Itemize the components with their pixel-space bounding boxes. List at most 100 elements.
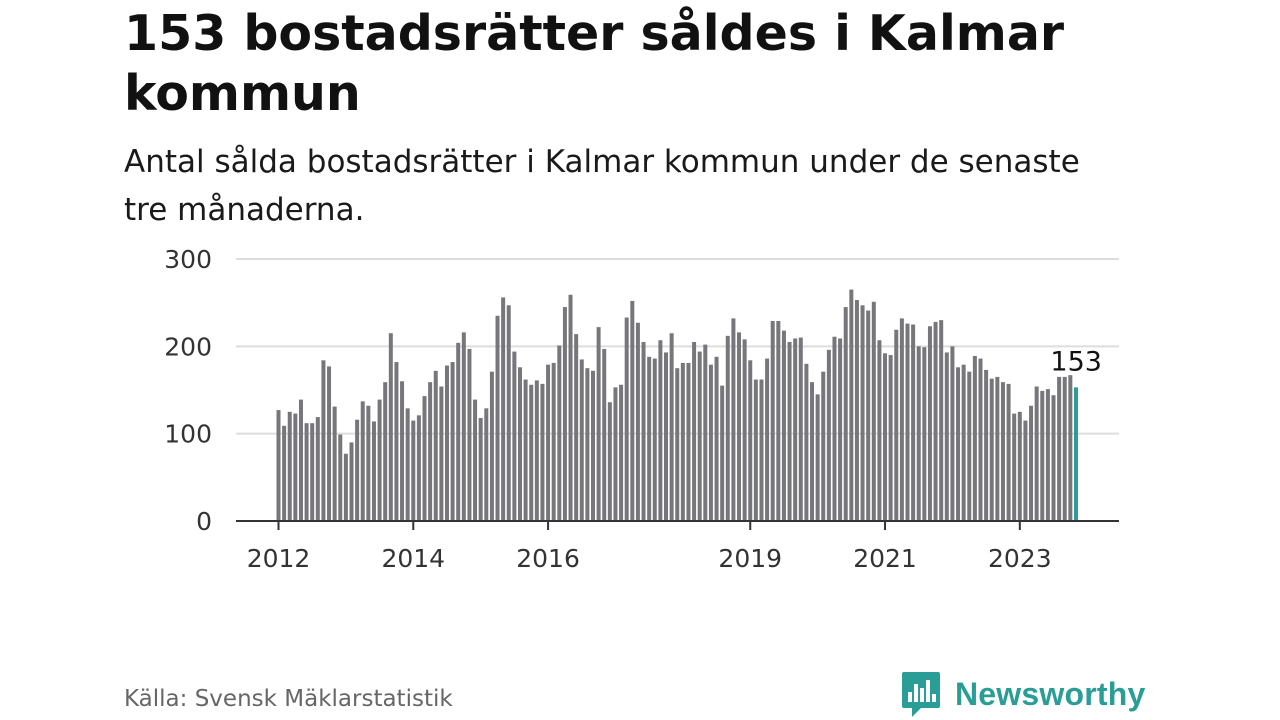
bar: [765, 358, 770, 521]
brand-name: Newsworthy: [955, 675, 1146, 712]
x-tick-label: 2016: [516, 544, 580, 573]
bar: [922, 347, 927, 521]
bar: [523, 379, 528, 521]
bar: [1006, 383, 1011, 521]
y-tick-label: 0: [196, 507, 212, 536]
bar: [843, 307, 848, 521]
bar: [978, 358, 983, 521]
bar: [832, 336, 837, 521]
bar: [1051, 395, 1056, 521]
bar: [742, 339, 747, 521]
bar: [1040, 390, 1045, 521]
bar: [787, 341, 792, 521]
bar: [512, 351, 517, 521]
bar: [484, 408, 489, 521]
bar: [473, 399, 478, 521]
bar: [1017, 411, 1022, 521]
bar: [287, 411, 292, 521]
bar: [276, 410, 281, 521]
bar: [759, 379, 764, 521]
bar: [692, 341, 697, 521]
bar: [540, 383, 545, 521]
bar: [478, 417, 483, 521]
bar: [394, 362, 399, 521]
bar: [877, 340, 882, 521]
bar: [349, 442, 354, 521]
bar: [866, 310, 871, 521]
bar: [1029, 405, 1034, 521]
bar: [950, 346, 955, 521]
bar: [405, 408, 410, 521]
y-tick-label: 300: [164, 245, 212, 274]
bar: [557, 345, 562, 521]
bar: [793, 338, 798, 521]
x-tick-label: 2012: [247, 544, 311, 573]
bar: [731, 318, 736, 521]
bar: [377, 399, 382, 521]
bar: [714, 356, 719, 521]
bar: [371, 421, 376, 521]
bar: [596, 327, 601, 521]
bar: [1000, 382, 1005, 521]
bar: [489, 371, 494, 521]
bar: [899, 318, 904, 521]
bar: [568, 294, 573, 521]
bar: [984, 369, 989, 521]
bar: [607, 402, 612, 521]
bar: [293, 413, 298, 521]
bar: [894, 329, 899, 521]
bar: [355, 419, 360, 521]
bar: [748, 360, 753, 521]
bar: [630, 300, 635, 521]
bar: [315, 417, 320, 521]
bar: [883, 353, 888, 521]
bar: [1023, 420, 1028, 521]
bar: [1045, 389, 1050, 521]
bar: [298, 399, 303, 521]
bar: [956, 367, 961, 521]
brand-logo: Newsworthy: [901, 670, 1145, 718]
bar: [838, 338, 843, 521]
y-tick-label: 200: [164, 332, 212, 361]
bar: [815, 394, 820, 521]
bar: [933, 321, 938, 521]
bar: [343, 453, 348, 521]
bar: [546, 364, 551, 521]
bar: [905, 323, 910, 521]
bar: [804, 363, 809, 521]
bar: [461, 332, 466, 521]
bar: [574, 334, 579, 521]
bar: [444, 365, 449, 521]
bar: [776, 321, 781, 521]
chart-subtitle: Antal sålda bostadsrätter i Kalmar kommu…: [124, 144, 1080, 228]
bar: [400, 381, 405, 521]
bar: [911, 324, 916, 521]
chart-title: 153 bostadsrätter såldes i Kalmar kommun: [124, 5, 1065, 122]
bar: [517, 367, 522, 521]
bar: [703, 344, 708, 521]
bar: [720, 385, 725, 521]
bar: [338, 434, 343, 521]
bar: [1062, 376, 1067, 521]
highlight-data-label: 153: [1050, 346, 1102, 377]
bar: [770, 321, 775, 521]
bar: [495, 315, 500, 521]
bar: [753, 379, 758, 521]
bar: [697, 351, 702, 521]
bar: [849, 289, 854, 521]
bar: [534, 380, 539, 521]
bar: [590, 370, 595, 521]
bar: [871, 301, 876, 521]
bar: [450, 362, 455, 521]
bar: [989, 378, 994, 521]
bar: [641, 341, 646, 521]
x-tick-label: 2019: [718, 544, 782, 573]
bar: [562, 307, 567, 521]
bar: [551, 362, 556, 521]
bar: [927, 326, 932, 521]
bar: [888, 355, 893, 521]
bar: [321, 360, 326, 521]
bar: [798, 337, 803, 521]
bar: [708, 364, 713, 521]
bar: [916, 346, 921, 521]
